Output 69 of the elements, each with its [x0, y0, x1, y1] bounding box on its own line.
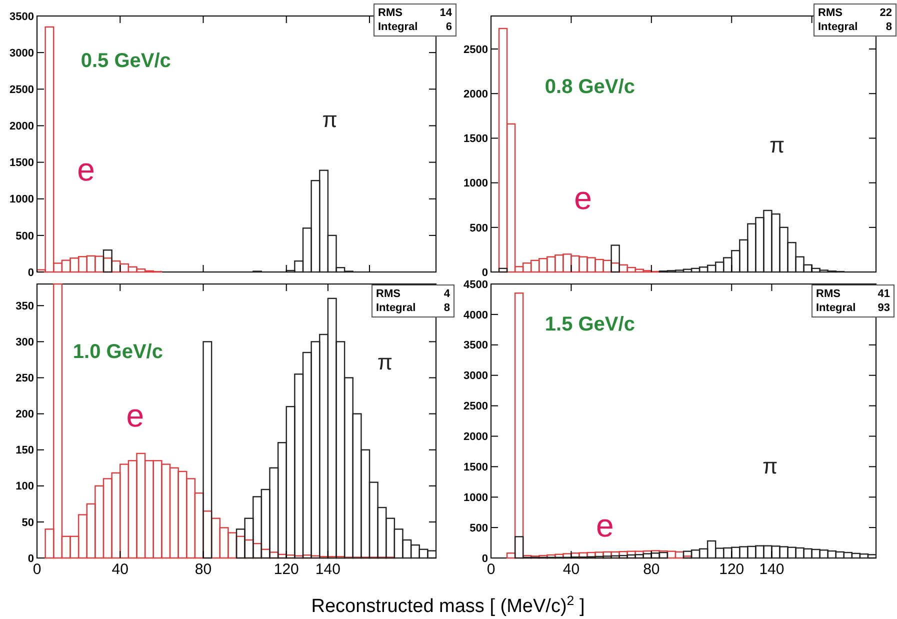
- x-tick-label: 120: [719, 561, 744, 578]
- y-tick-label: 3000: [10, 47, 34, 60]
- y-tick-label: 0: [482, 266, 488, 279]
- y-tick-label: 4500: [464, 278, 488, 291]
- text: 93: [878, 302, 890, 314]
- annotation: e: [77, 152, 95, 188]
- x-tick-label: 40: [112, 561, 128, 578]
- text: 0.8 GeV/c: [544, 76, 635, 98]
- text: 8: [886, 21, 892, 33]
- y-tick-label: 3500: [10, 10, 34, 23]
- x-axis-title: Reconstructed mass [ (MeV/c)$^{2}$ ]: [311, 592, 585, 617]
- annotation: RMS: [816, 288, 840, 300]
- annotation: e: [574, 180, 592, 216]
- text: 4: [444, 288, 451, 300]
- y-tick-label: 100: [16, 480, 34, 493]
- y-tick-label: 3000: [464, 370, 488, 382]
- y-tick-label: 500: [16, 230, 34, 242]
- annotation: π: [769, 132, 785, 158]
- y-tick-label: 2000: [464, 88, 488, 100]
- text: 6: [446, 21, 452, 33]
- y-tick-label: 300: [16, 336, 34, 349]
- y-tick-label: 1000: [464, 492, 488, 504]
- y-tick-label: 0: [28, 552, 34, 565]
- x-tick-label: 140: [315, 561, 340, 578]
- annotation: Integral: [816, 302, 856, 314]
- text: 8: [444, 302, 450, 314]
- x-tick-label: 80: [643, 561, 660, 578]
- annotation: e: [596, 507, 614, 544]
- text: 0.5 GeV/c: [80, 50, 171, 72]
- y-tick-label: 1000: [464, 178, 488, 190]
- y-tick-label: 0: [28, 266, 34, 279]
- annotation: RMS: [378, 7, 402, 19]
- y-tick-label: 250: [16, 372, 34, 385]
- x-tick-label: 140: [759, 561, 784, 578]
- text: 22: [880, 7, 892, 19]
- x-tick-label: 120: [274, 561, 299, 578]
- y-tick-label: 2500: [464, 400, 488, 413]
- annotation: RMS: [376, 288, 400, 300]
- annotation: Integral: [378, 21, 418, 33]
- y-tick-label: 1500: [464, 133, 488, 146]
- annotation: π: [377, 349, 393, 374]
- y-tick-label: 500: [470, 222, 488, 234]
- annotation: RMS: [818, 7, 842, 19]
- x-tick-label: 80: [194, 561, 212, 578]
- text: 1.5 GeV/c: [544, 314, 635, 336]
- y-tick-label: 150: [16, 444, 34, 457]
- annotation: π: [762, 453, 778, 478]
- text: 1.0 GeV/c: [72, 340, 163, 363]
- y-tick-label: 1500: [10, 157, 34, 170]
- y-tick-label: 3500: [464, 340, 488, 352]
- y-tick-label: 2000: [10, 120, 34, 133]
- text: 14: [440, 7, 453, 19]
- y-tick-label: 1000: [10, 194, 34, 206]
- annotation: Integral: [376, 302, 416, 314]
- y-tick-label: 4000: [464, 309, 488, 322]
- y-tick-label: 200: [16, 408, 34, 421]
- annotation: e: [126, 398, 144, 434]
- text: 41: [878, 288, 890, 300]
- annotation: π: [322, 106, 338, 132]
- y-tick-label: 350: [16, 300, 34, 312]
- x-tick-label: 40: [562, 561, 580, 578]
- y-tick-label: 0: [482, 552, 488, 565]
- y-tick-label: 50: [22, 516, 34, 529]
- y-tick-label: 2500: [10, 84, 34, 96]
- y-tick-label: 2000: [464, 431, 488, 444]
- y-tick-label: 1500: [464, 462, 488, 474]
- y-tick-label: 2500: [464, 44, 488, 56]
- y-tick-label: 500: [470, 522, 488, 534]
- annotation: Integral: [818, 21, 858, 33]
